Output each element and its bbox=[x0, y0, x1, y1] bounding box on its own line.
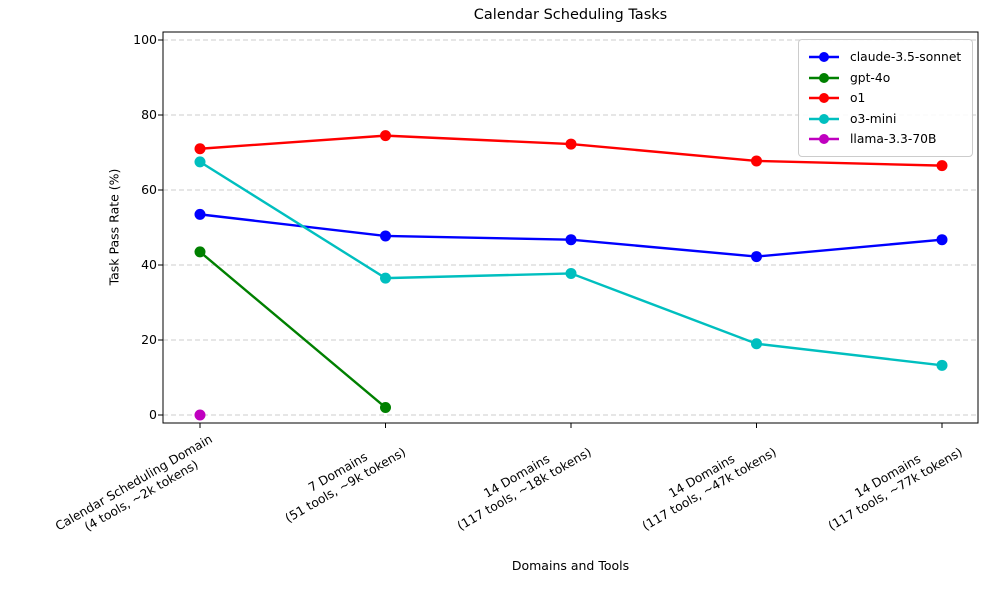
legend-swatch bbox=[809, 113, 839, 124]
legend-label: llama-3.3-70B bbox=[850, 132, 937, 147]
legend-label: gpt-4o bbox=[850, 70, 891, 85]
y-tick-label: 100 bbox=[133, 32, 157, 47]
y-tick-label: 80 bbox=[141, 107, 157, 122]
data-point-o3-mini bbox=[194, 156, 206, 168]
legend-item-o1: o1 bbox=[808, 88, 964, 109]
data-point-claude-3.5-sonnet bbox=[936, 234, 948, 246]
data-point-o1 bbox=[194, 143, 206, 155]
data-point-o3-mini bbox=[936, 359, 948, 371]
legend-label: o1 bbox=[850, 91, 866, 106]
y-axis-label: Task Pass Rate (%) bbox=[106, 168, 122, 286]
data-point-claude-3.5-sonnet bbox=[751, 251, 762, 263]
legend: claude-3.5-sonnet gpt-4o o1 o3-mini llama-3.… bbox=[798, 39, 973, 157]
data-point-gpt-4o bbox=[380, 402, 391, 413]
data-point-claude-3.5-sonnet bbox=[565, 234, 577, 246]
series-line-o3-mini bbox=[198, 160, 944, 367]
data-point-llama-3.3-70B bbox=[194, 409, 206, 421]
x-axis-label: Domains and Tools bbox=[511, 558, 630, 573]
chart-title: Calendar Scheduling Tasks bbox=[473, 7, 668, 23]
legend-item-llama-3.3-70B: llama-3.3-70B bbox=[808, 129, 964, 150]
legend-item-o3-mini: o3-mini bbox=[808, 109, 964, 130]
data-point-o1 bbox=[751, 155, 762, 167]
series-line-gpt-4o bbox=[198, 250, 387, 409]
y-tick-label: 20 bbox=[141, 332, 157, 347]
legend-swatch bbox=[809, 72, 839, 83]
y-tick-label: 40 bbox=[141, 257, 157, 272]
legend-item-claude-3.5-sonnet: claude-3.5-sonnet bbox=[808, 47, 964, 68]
data-point-o3-mini bbox=[380, 272, 391, 284]
data-point-claude-3.5-sonnet bbox=[380, 230, 391, 242]
legend-swatch bbox=[809, 134, 839, 145]
legend-label: o3-mini bbox=[850, 111, 897, 126]
data-point-o1 bbox=[936, 160, 948, 172]
y-tick-label: 60 bbox=[141, 182, 157, 197]
legend-swatch bbox=[809, 52, 839, 63]
data-point-o3-mini bbox=[565, 267, 577, 279]
data-point-o1 bbox=[380, 130, 391, 142]
legend-label: claude-3.5-sonnet bbox=[850, 50, 962, 65]
legend-swatch bbox=[809, 93, 839, 104]
data-point-o3-mini bbox=[751, 338, 762, 350]
legend-item-gpt-4o: gpt-4o bbox=[808, 68, 964, 89]
data-point-o1 bbox=[565, 138, 577, 150]
y-tick-label: 0 bbox=[149, 407, 157, 422]
data-point-gpt-4o bbox=[194, 246, 206, 258]
data-point-claude-3.5-sonnet bbox=[194, 208, 206, 220]
